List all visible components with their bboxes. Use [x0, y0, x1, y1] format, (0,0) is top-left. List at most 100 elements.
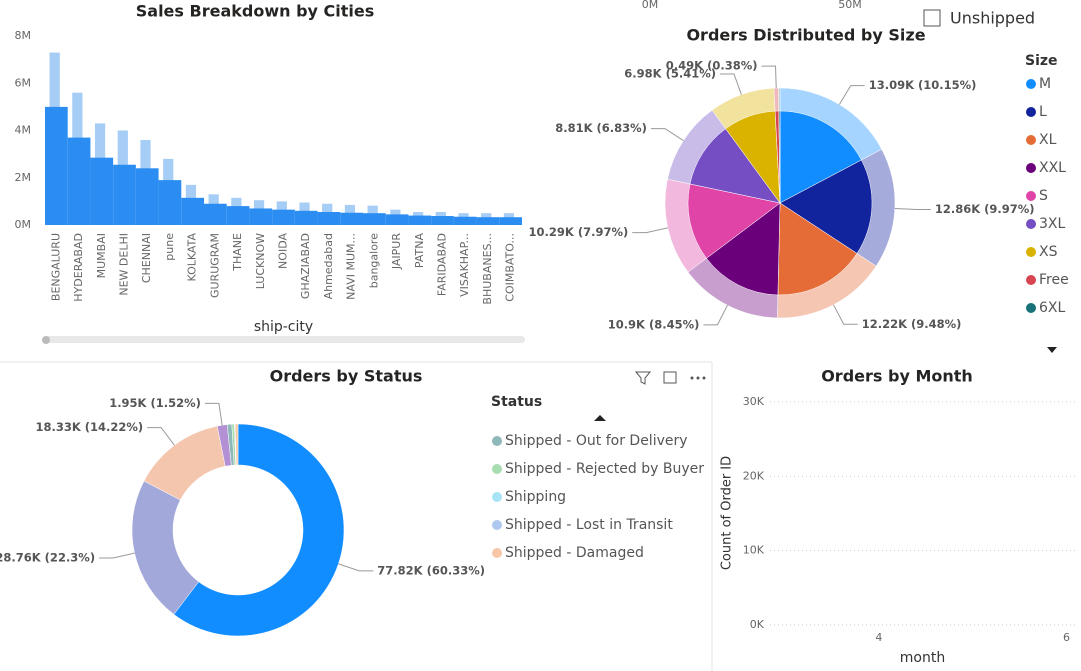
x-tick-label: THANE: [231, 233, 244, 272]
bar: [204, 203, 227, 225]
chart-title: Orders by Month: [821, 367, 973, 386]
data-label: 1.95K (1.52%): [109, 396, 201, 410]
legend-label: S: [1039, 188, 1048, 204]
filter-icon[interactable]: [634, 371, 652, 385]
x-tick-label: COIMBATO...: [504, 233, 517, 302]
legend-scroll-up[interactable]: [594, 415, 606, 421]
leader-line: [703, 305, 728, 326]
legend-label: M: [1039, 76, 1051, 92]
data-label: 18.33K (14.22%): [35, 420, 143, 434]
x-tick-label: NOIDA: [277, 233, 290, 269]
data-label: 6.98K (5.41%): [624, 66, 716, 80]
leader-line: [204, 402, 223, 426]
bar: [67, 137, 91, 225]
bar: [453, 216, 477, 225]
legend-swatch: [492, 464, 502, 474]
data-label: 12.22K (9.48%): [862, 317, 962, 331]
leader-line: [838, 85, 865, 105]
y-tick-label: 0K: [750, 618, 765, 631]
x-tick-label: NEW DELHI: [118, 233, 131, 296]
legend-label: XS: [1039, 244, 1058, 260]
donut-slice: [234, 423, 239, 466]
slicer-label[interactable]: Unshipped: [950, 9, 1035, 28]
legend-scroll-down[interactable]: [1047, 347, 1057, 353]
chart-title: Orders Distributed by Size: [686, 26, 925, 45]
x-tick-label: VISAKHAP...: [458, 233, 471, 297]
bar: [135, 168, 159, 225]
legend-label: Shipped - Damaged: [505, 545, 644, 561]
legend-swatch: [492, 436, 502, 446]
x-tick-label: bangalore: [367, 233, 380, 288]
bar: [385, 214, 409, 225]
bar: [113, 164, 136, 225]
legend-swatch: [492, 548, 502, 558]
leader-line: [833, 304, 858, 325]
x-tick-label: GURUGRAM: [208, 233, 221, 298]
legend-label: 6XL: [1039, 300, 1065, 316]
leader-line: [147, 427, 175, 446]
y-tick-label: 6M: [15, 76, 32, 89]
legend-label: Shipped - Lost in Transit: [505, 517, 673, 533]
bar: [363, 213, 386, 225]
bar: [499, 217, 522, 225]
leader-line: [650, 128, 684, 141]
x-tick-label: LUCKNOW: [254, 233, 267, 289]
bar: [249, 208, 273, 225]
leader-line: [761, 65, 777, 89]
x-tick-label: NAVI MUM...: [345, 233, 358, 300]
visual-icons[interactable]: [634, 371, 706, 385]
x-tick-label: BHUBANES...: [481, 233, 494, 305]
more-icon[interactable]: [690, 376, 694, 380]
y-tick-label: 0M: [15, 218, 32, 231]
scrollbar[interactable]: [45, 336, 525, 343]
legend-swatch: [1026, 163, 1036, 173]
legend-swatch: [1026, 275, 1036, 285]
y-tick-label: 8M: [15, 29, 32, 42]
legend-swatch: [1026, 79, 1036, 89]
x-tick-label: Ahmedabad: [322, 233, 335, 299]
bar: [90, 157, 114, 225]
bar: [158, 180, 182, 225]
bar: [45, 106, 68, 225]
legend-swatch: [1026, 135, 1036, 145]
legend-swatch: [1026, 247, 1036, 257]
more-icon[interactable]: [696, 376, 700, 380]
y-tick-label: 30K: [743, 395, 765, 408]
legend-swatch: [1026, 303, 1036, 313]
donut-slice: [173, 423, 345, 637]
focus-icon[interactable]: [663, 371, 677, 384]
x-axis-title: month: [900, 650, 945, 666]
data-label: 12.86K (9.97%): [935, 202, 1035, 216]
pie-slice: [777, 202, 858, 296]
pie-slice: [778, 110, 781, 204]
pie-slice: [779, 110, 862, 204]
chart-title: Sales Breakdown by Cities: [136, 2, 375, 21]
legend-label: Shipping: [505, 489, 566, 505]
y-axis-title: Count of Order ID: [720, 456, 735, 570]
data-label: 0.49K (0.38%): [666, 59, 758, 73]
legend-label: XL: [1039, 132, 1057, 148]
x-tick-label: MUMBAI: [95, 233, 108, 278]
leader-line: [632, 227, 668, 234]
more-icon[interactable]: [702, 376, 706, 380]
data-label: 8.81K (6.83%): [555, 121, 647, 135]
data-label: 77.82K (60.33%): [377, 563, 485, 577]
data-label: 13.09K (10.15%): [869, 78, 977, 92]
data-label: 28.76K (22.3%): [0, 550, 95, 564]
pie-slice: [706, 202, 781, 296]
legend-label: XXL: [1039, 160, 1066, 176]
x-tick-label: KOLKATA: [186, 233, 199, 282]
x-tick-label: HYDERABAD: [72, 233, 85, 302]
data-label: 10.29K (7.97%): [529, 225, 629, 239]
pie-slice: [779, 159, 873, 254]
legend-title: Status: [491, 394, 542, 410]
bar: [408, 215, 432, 225]
y-tick-label: 4M: [15, 124, 32, 137]
bar: [340, 212, 363, 225]
bar: [294, 210, 318, 225]
legend-label: Shipped - Out for Delivery: [505, 433, 688, 449]
axis-fragment-tick: 0M: [642, 0, 659, 11]
checkbox[interactable]: [923, 9, 941, 27]
scroll-handle[interactable]: [42, 336, 50, 344]
